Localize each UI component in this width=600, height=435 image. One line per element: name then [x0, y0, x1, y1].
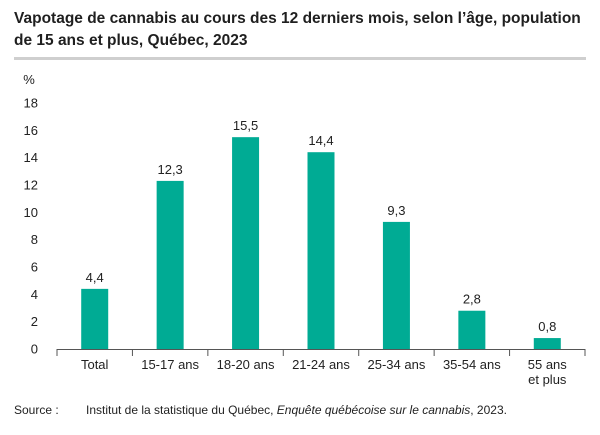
bars — [81, 137, 561, 349]
chart-title: Vapotage de cannabis au cours des 12 der… — [14, 10, 581, 49]
y-tick-label: 16 — [24, 123, 38, 138]
bar — [307, 152, 335, 349]
x-tick-label-line: 25-34 ans — [368, 357, 426, 372]
x-tick-label-line: Total — [81, 357, 109, 372]
x-tick-label-line: 18-20 ans — [217, 357, 275, 372]
x-tick-label: 25-34 ans — [368, 357, 426, 372]
x-tick-label-line: 21-24 ans — [292, 357, 350, 372]
x-tick-label: 55 ans et plus — [528, 357, 568, 387]
x-axis-labels: Total 15-17 ans 18-20 ans 21-24 ans 25-34 an… — [81, 357, 567, 387]
x-tick-label: 15-17 ans — [141, 357, 199, 372]
bar-value-label: 15,5 — [233, 118, 258, 133]
bar — [232, 137, 260, 349]
bar-chart: % 0 2 4 6 8 10 12 14 16 18 4,4 12,3 15,5 14,4 9,3 2,8 0… — [23, 72, 586, 387]
bar-value-label: 12,3 — [157, 162, 182, 177]
y-tick-label: 2 — [31, 314, 38, 329]
y-axis-ticks: 0 2 4 6 8 10 12 14 16 18 — [24, 96, 38, 357]
bar-value-label: 9,3 — [387, 203, 405, 218]
bar — [156, 180, 184, 349]
x-tick-label-line: 35-54 ans — [443, 357, 501, 372]
bar-value-label: 2,8 — [463, 292, 481, 307]
source-label: Source : — [14, 403, 59, 417]
bar — [81, 288, 109, 349]
x-tick-label: 21-24 ans — [292, 357, 350, 372]
bar — [382, 221, 410, 349]
x-tick-label: Total — [81, 357, 109, 372]
source-title: Enquête québécoise sur le cannabis — [276, 403, 471, 417]
bar — [533, 338, 561, 349]
y-tick-label: 10 — [24, 205, 38, 220]
y-tick-label: 12 — [24, 178, 38, 193]
source-year: , 2023. — [470, 403, 507, 417]
y-tick-label: 0 — [31, 342, 38, 357]
y-tick-label: 8 — [31, 232, 38, 247]
y-tick-label: 4 — [31, 287, 38, 302]
x-tick-label-line: 55 ans — [528, 357, 568, 372]
value-labels: 4,4 12,3 15,5 14,4 9,3 2,8 0,8 — [86, 118, 557, 334]
bar-value-label: 0,8 — [538, 319, 556, 334]
y-tick-label: 18 — [24, 96, 38, 111]
bar-value-label: 4,4 — [86, 270, 104, 285]
bar — [458, 310, 486, 349]
source-note: Source : Institut de la statistique du Qu… — [14, 403, 507, 417]
y-tick-label: 6 — [31, 260, 38, 275]
y-tick-label: 14 — [24, 150, 38, 165]
y-axis-label: % — [23, 72, 35, 87]
x-tick-label: 35-54 ans — [443, 357, 501, 372]
source-text: Institut de la statistique du Québec, — [86, 403, 277, 417]
x-tick-label-line: 15-17 ans — [141, 357, 199, 372]
bar-value-label: 14,4 — [308, 133, 333, 148]
title-divider — [14, 57, 586, 60]
x-axis — [56, 349, 586, 356]
x-tick-label: 18-20 ans — [217, 357, 275, 372]
x-tick-label-line: et plus — [528, 372, 567, 387]
